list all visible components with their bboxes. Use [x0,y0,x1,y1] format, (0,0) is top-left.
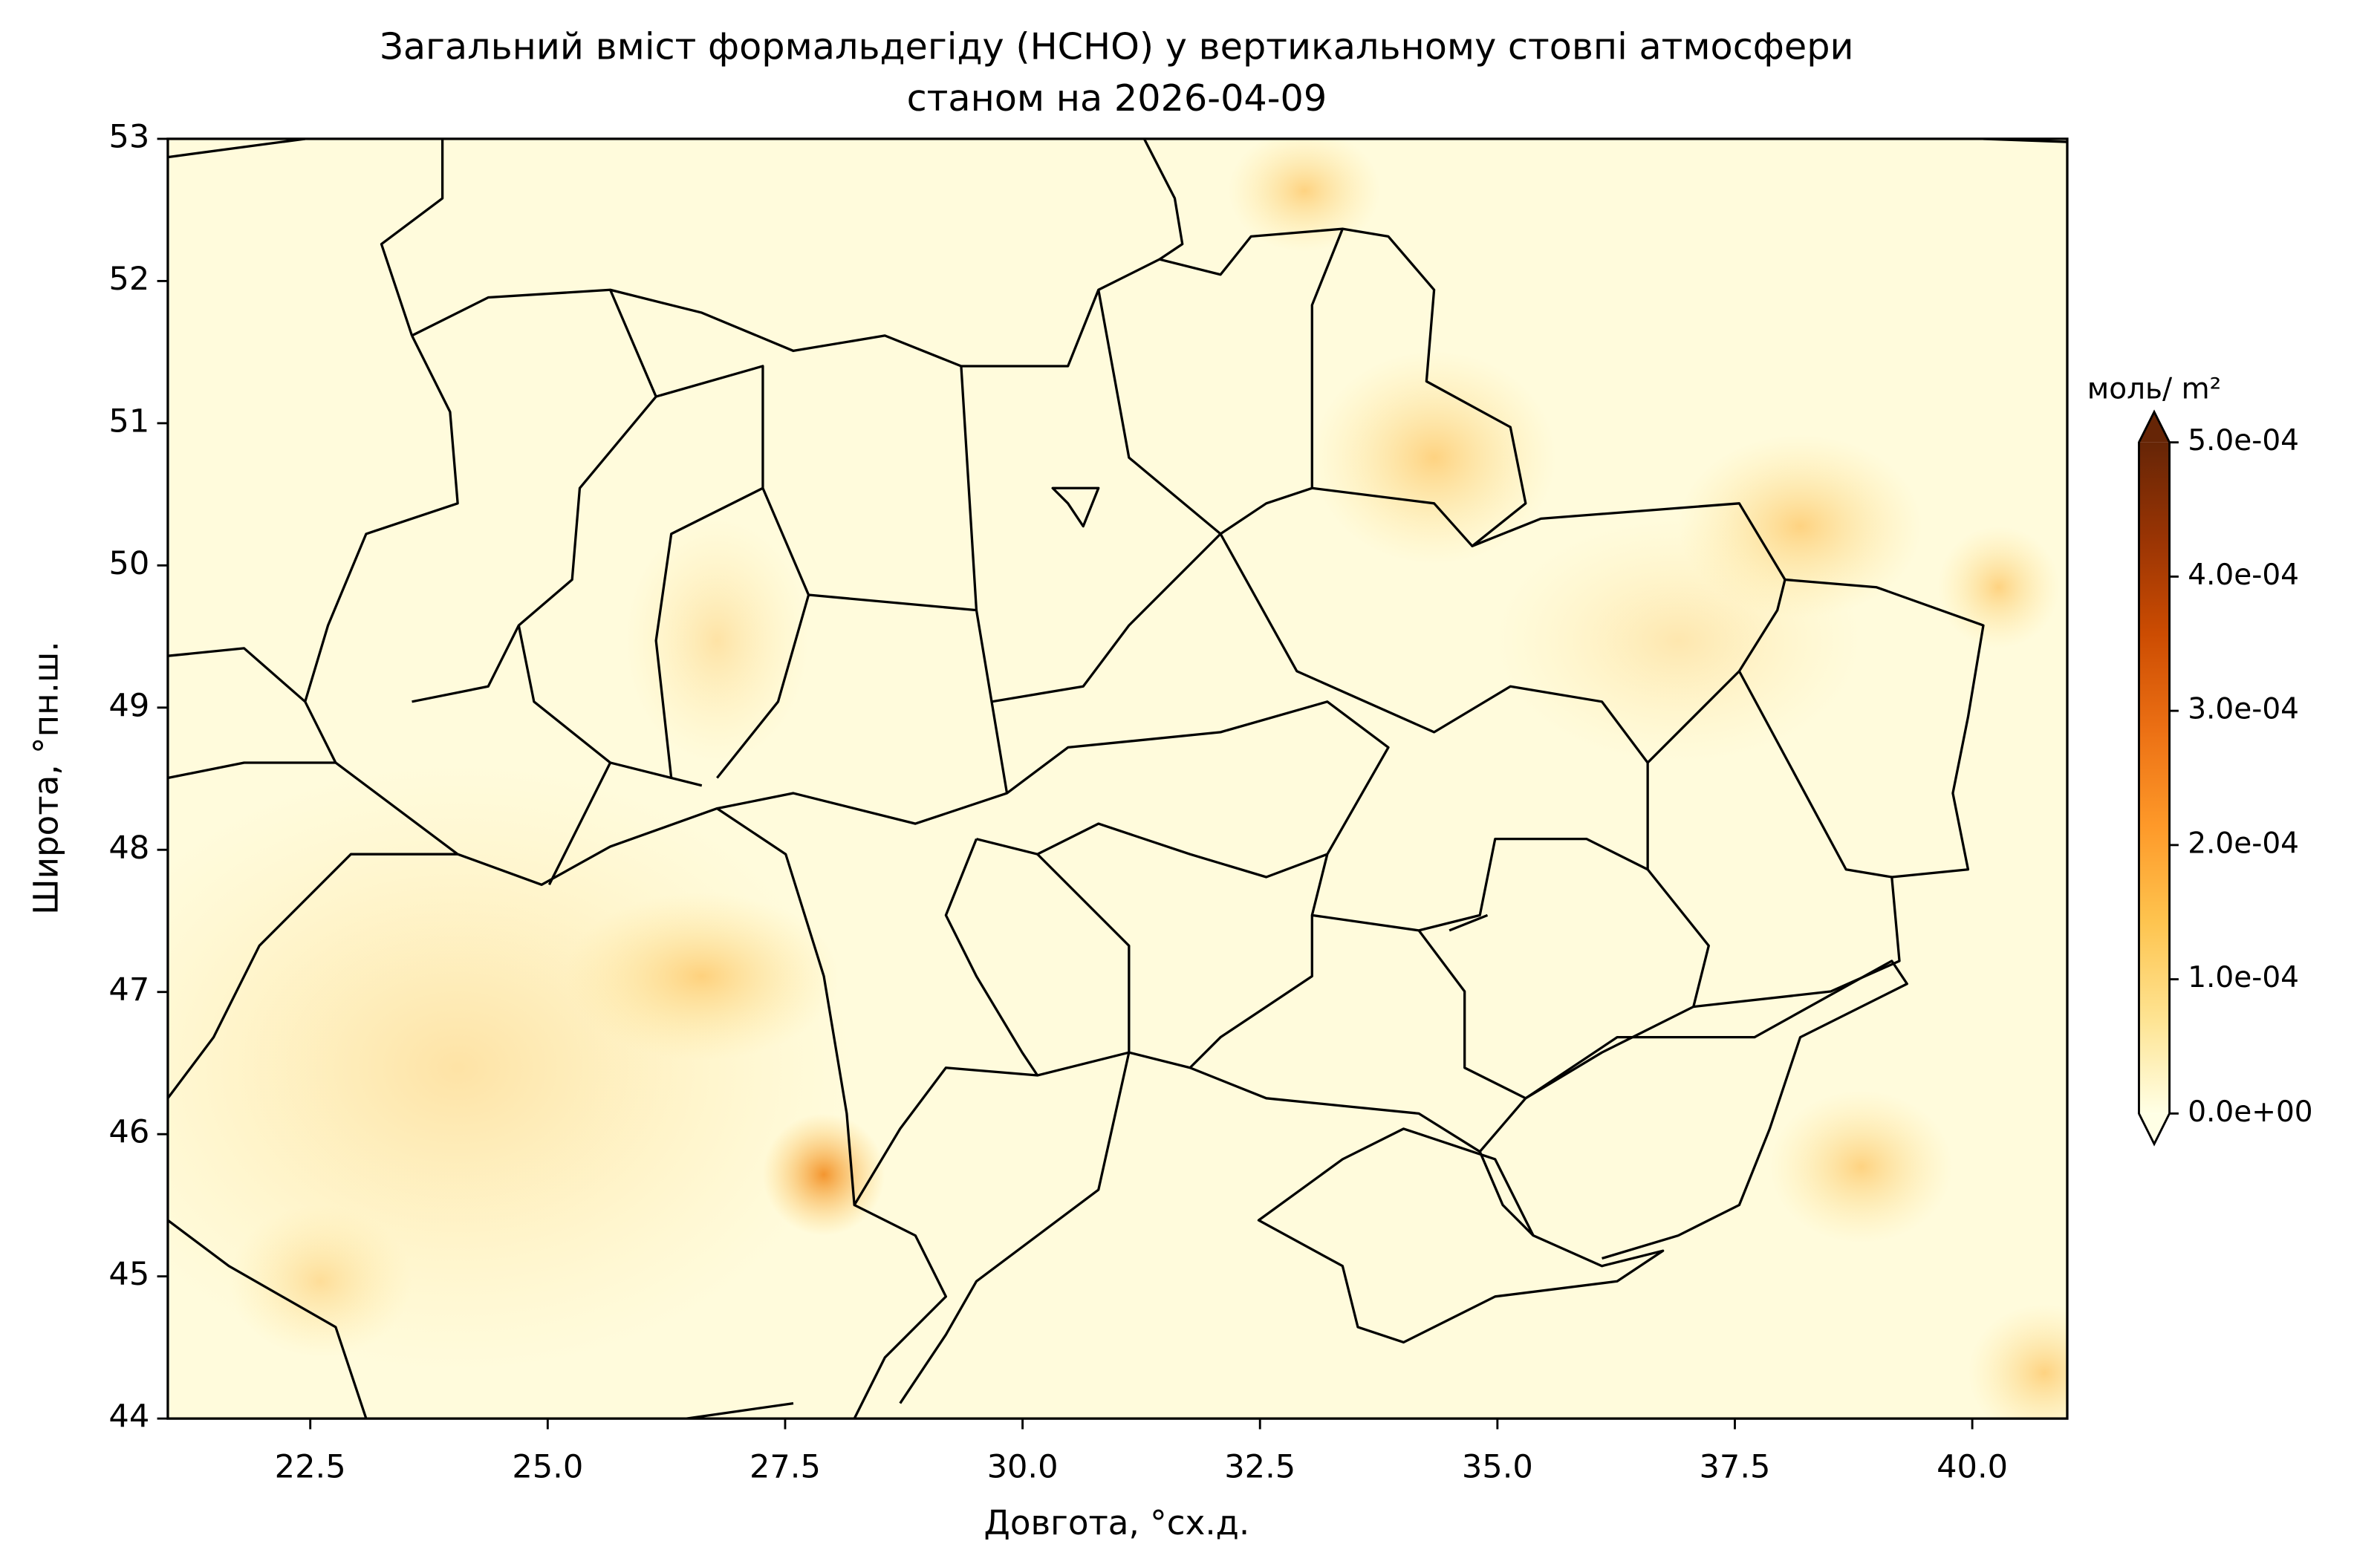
x-tick-label: 22.5 [275,1448,346,1485]
x-tick-label: 32.5 [1224,1448,1295,1485]
y-tick-label: 44 [108,1398,149,1436]
y-tick-label: 52 [108,261,149,298]
colorbar-tick-label: 1.0e-04 [2188,961,2299,994]
y-axis-label: Широта, °пн.ш. [27,641,66,914]
colorbar-tick-label: 2.0e-04 [2188,827,2299,860]
colorbar [2139,442,2170,1114]
x-tick-label: 25.0 [512,1448,583,1485]
x-tick-label: 40.0 [1937,1448,2008,1485]
x-tick-label: 37.5 [1699,1448,1770,1485]
y-tick-label: 47 [108,971,149,1009]
colorbar-tick-label: 5.0e-04 [2188,424,2299,457]
map-area [167,138,2067,1419]
x-axis-label: Довгота, °сх.д. [984,1503,1250,1542]
colorbar-extend-max [2139,411,2170,443]
colorbar-label: моль/ m² [2087,372,2221,405]
y-tick-label: 50 [108,545,149,582]
y-tick-label: 49 [108,687,149,724]
borders [167,138,2067,1419]
colorbar-tick-label: 3.0e-04 [2188,693,2299,726]
y-tick-label: 46 [108,1114,149,1151]
y-tick-label: 53 [108,118,149,155]
concentration-field [167,138,2067,1419]
y-tick-label: 48 [108,830,149,867]
y-tick-label: 45 [108,1256,149,1293]
plot-frame [166,137,2069,1420]
x-tick-label: 27.5 [750,1448,821,1485]
title-line: Загальний вміст формальдегіду (HCHO) у в… [380,25,1853,68]
x-tick-label: 30.0 [987,1448,1059,1485]
title-line: станом на 2026-04-09 [907,76,1327,120]
y-tick-label: 51 [108,403,149,440]
colorbar-tick-label: 4.0e-04 [2188,558,2299,592]
colorbar-extend-min [2139,1113,2170,1144]
x-tick-label: 35.0 [1462,1448,1533,1485]
colorbar-tick-label: 0.0e+00 [2188,1095,2312,1129]
